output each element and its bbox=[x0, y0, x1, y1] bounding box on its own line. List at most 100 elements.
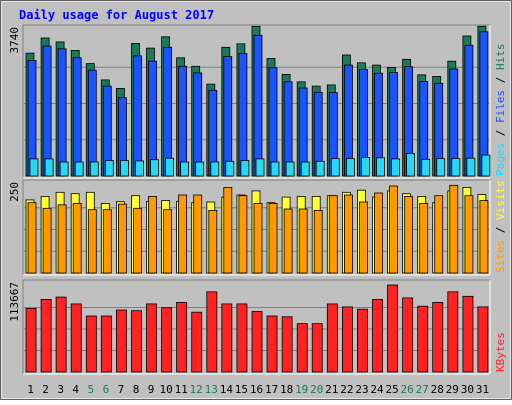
day-label-12: 12 bbox=[190, 383, 203, 396]
bar-sites-day-8 bbox=[133, 207, 142, 274]
bar-sites-day-6 bbox=[102, 209, 112, 274]
day-label-27: 27 bbox=[416, 383, 429, 396]
bar-pages-day-6 bbox=[104, 160, 114, 177]
legend-visits: Visits bbox=[494, 180, 507, 220]
bar-pages-day-18 bbox=[285, 161, 295, 177]
bar-sites-day-11 bbox=[178, 194, 188, 274]
day-label-5: 5 bbox=[87, 383, 94, 396]
series-files bbox=[27, 31, 489, 177]
bar-sites-day-16 bbox=[253, 202, 263, 274]
bar-kbytes-day-9 bbox=[146, 303, 157, 373]
bar-sites-day-29 bbox=[449, 184, 459, 274]
bar-files-day-30 bbox=[464, 44, 474, 177]
bar-kbytes-day-31 bbox=[477, 306, 489, 373]
bar-kbytes-day-16 bbox=[251, 311, 263, 373]
bar-sites-day-5 bbox=[87, 209, 97, 274]
bar-sites-day-27 bbox=[419, 202, 429, 274]
bar-kbytes-day-6 bbox=[100, 315, 112, 373]
bar-pages-day-15 bbox=[240, 160, 250, 177]
day-label-23: 23 bbox=[355, 383, 368, 396]
bar-pages-day-27 bbox=[421, 158, 431, 177]
bar-pages-day-1 bbox=[29, 158, 39, 177]
legend-separator: / bbox=[494, 70, 507, 90]
day-label-22: 22 bbox=[340, 383, 353, 396]
bar-pages-day-14 bbox=[225, 160, 235, 177]
bar-files-day-12 bbox=[193, 72, 203, 177]
bar-files-day-17 bbox=[268, 67, 278, 177]
day-label-6: 6 bbox=[103, 383, 110, 396]
bar-kbytes-day-28 bbox=[432, 301, 444, 373]
legend-visits-sites: Sites / Visits bbox=[494, 180, 507, 273]
bar-kbytes-day-8 bbox=[131, 310, 142, 373]
bar-pages-day-17 bbox=[270, 161, 280, 177]
bar-pages-day-10 bbox=[165, 157, 175, 177]
bar-sites-day-4 bbox=[72, 202, 82, 274]
panel-visits-sites: 250 Sites / Visits bbox=[8, 179, 507, 276]
legend-sites: Sites bbox=[494, 240, 507, 273]
bar-sites-day-13 bbox=[208, 209, 218, 274]
bar-kbytes-day-23 bbox=[356, 308, 368, 373]
bar-sites-day-18 bbox=[283, 208, 293, 274]
y-max-label: 3740 bbox=[8, 27, 21, 54]
day-label-16: 16 bbox=[250, 383, 263, 396]
legend-hits: Hits bbox=[494, 44, 507, 71]
day-label-24: 24 bbox=[370, 383, 384, 396]
legend-separator: / bbox=[494, 123, 507, 143]
bar-kbytes-day-15 bbox=[236, 303, 248, 373]
bar-kbytes-day-14 bbox=[221, 303, 233, 373]
bar-kbytes-day-27 bbox=[417, 305, 429, 373]
day-label-28: 28 bbox=[431, 383, 444, 396]
bar-kbytes-day-22 bbox=[341, 306, 353, 373]
day-label-30: 30 bbox=[461, 383, 474, 396]
day-label-2: 2 bbox=[42, 383, 49, 396]
day-label-1: 1 bbox=[27, 383, 34, 396]
bar-pages-day-28 bbox=[436, 158, 446, 177]
day-label-11: 11 bbox=[175, 383, 188, 396]
bar-kbytes-day-18 bbox=[281, 316, 293, 373]
bar-sites-day-21 bbox=[328, 195, 338, 274]
day-labels: 1 2 3 4 5 6 7 8 9 10 11 12 13 14 15 16 17 18 19 20 21 22 23 24 2… bbox=[27, 383, 489, 396]
bar-kbytes-day-24 bbox=[372, 298, 383, 373]
day-label-14: 14 bbox=[220, 383, 234, 396]
bar-pages-day-11 bbox=[180, 161, 190, 177]
day-label-26: 26 bbox=[400, 383, 413, 396]
bar-files-day-14 bbox=[223, 56, 233, 177]
y-max-label: 113667 bbox=[8, 282, 21, 322]
bar-files-day-4 bbox=[72, 57, 82, 177]
bar-pages-day-12 bbox=[195, 161, 205, 177]
series-pages bbox=[29, 153, 491, 177]
legend-separator: / bbox=[494, 220, 507, 240]
bar-sites-day-19 bbox=[298, 208, 308, 274]
day-label-7: 7 bbox=[118, 383, 125, 396]
legend-hits-files-pages: Pages / Files / Hits bbox=[494, 44, 507, 177]
bar-sites-day-31 bbox=[479, 200, 489, 274]
day-label-19: 19 bbox=[295, 383, 308, 396]
bar-pages-day-30 bbox=[466, 157, 476, 177]
panel-kbytes: 113667 KBytes bbox=[8, 279, 507, 375]
bar-sites-day-20 bbox=[313, 209, 323, 274]
day-label-29: 29 bbox=[446, 383, 459, 396]
bar-pages-day-23 bbox=[360, 156, 370, 177]
day-label-18: 18 bbox=[280, 383, 293, 396]
bar-files-day-2 bbox=[42, 45, 52, 177]
bar-files-day-31 bbox=[479, 31, 489, 177]
day-label-9: 9 bbox=[148, 383, 155, 396]
bar-kbytes-day-30 bbox=[462, 295, 474, 373]
bar-pages-day-13 bbox=[210, 161, 220, 177]
bar-files-day-15 bbox=[238, 53, 248, 177]
bar-files-day-5 bbox=[87, 69, 97, 177]
day-label-31: 31 bbox=[476, 383, 489, 396]
bar-kbytes-day-12 bbox=[191, 311, 203, 373]
bar-sites-day-23 bbox=[358, 201, 368, 274]
bar-sites-day-17 bbox=[268, 202, 278, 274]
bar-kbytes-day-2 bbox=[40, 298, 52, 373]
bar-kbytes-day-20 bbox=[311, 323, 323, 373]
bar-sites-day-1 bbox=[27, 202, 37, 274]
bar-pages-day-24 bbox=[376, 157, 385, 177]
bar-kbytes-day-21 bbox=[326, 303, 338, 373]
frame-highlight bbox=[1, 1, 511, 399]
bar-files-day-11 bbox=[178, 65, 188, 177]
bar-files-day-9 bbox=[148, 60, 157, 177]
